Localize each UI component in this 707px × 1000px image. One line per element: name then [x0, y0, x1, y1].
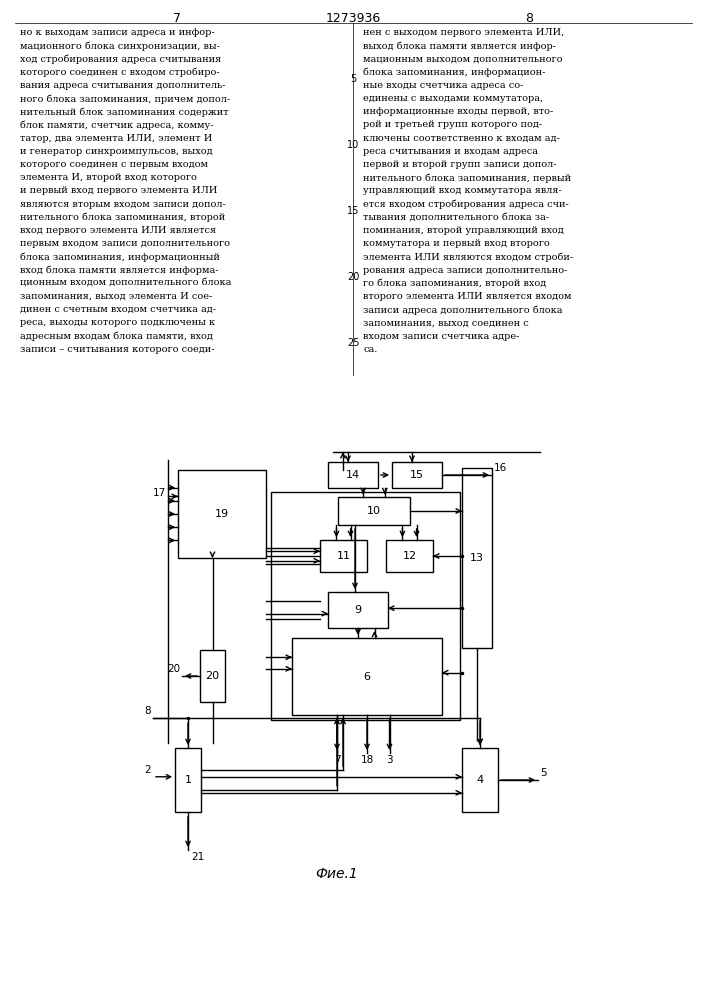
Text: вход первого элемента ИЛИ является: вход первого элемента ИЛИ является — [20, 226, 216, 235]
Text: первым входом записи дополнительного: первым входом записи дополнительного — [20, 239, 230, 248]
Text: 17: 17 — [153, 488, 166, 498]
Text: адресным входам блока памяти, вход: адресным входам блока памяти, вход — [20, 332, 213, 341]
Text: вания адреса считывания дополнитель-: вания адреса считывания дополнитель- — [20, 81, 226, 90]
Text: блока запоминания, информацион-: блока запоминания, информацион- — [363, 68, 545, 77]
Text: 1: 1 — [185, 775, 192, 785]
Text: нен с выходом первого элемента ИЛИ,: нен с выходом первого элемента ИЛИ, — [363, 28, 564, 37]
Text: вход блока памяти является информа-: вход блока памяти является информа- — [20, 266, 218, 275]
Text: элемента И, второй вход которого: элемента И, второй вход которого — [20, 173, 197, 182]
Bar — [271, 492, 460, 720]
Bar — [338, 497, 410, 525]
Text: 20: 20 — [347, 272, 359, 282]
Text: реса считывания и входам адреса: реса считывания и входам адреса — [363, 147, 538, 156]
Text: мационного блока синхронизации, вы-: мационного блока синхронизации, вы- — [20, 41, 220, 51]
Text: рования адреса записи дополнительно-: рования адреса записи дополнительно- — [363, 266, 568, 275]
Text: 16: 16 — [494, 463, 507, 473]
Bar — [386, 540, 433, 572]
Text: 10: 10 — [367, 506, 381, 516]
Text: входом записи счетчика адре-: входом записи счетчика адре- — [363, 332, 520, 341]
Text: информационные входы первой, вто-: информационные входы первой, вто- — [363, 107, 554, 116]
Text: 20: 20 — [167, 664, 180, 674]
Text: которого соединен с входом стробиро-: которого соединен с входом стробиро- — [20, 68, 220, 77]
Text: нительного блока запоминания, второй: нительного блока запоминания, второй — [20, 213, 226, 222]
Text: нительного блока запоминания, первый: нительного блока запоминания, первый — [363, 173, 571, 183]
Text: мационным выходом дополнительного: мационным выходом дополнительного — [363, 54, 563, 63]
Bar — [200, 650, 225, 702]
Text: тывания дополнительного блока за-: тывания дополнительного блока за- — [363, 213, 549, 222]
Text: 15: 15 — [347, 206, 359, 216]
Text: 20: 20 — [206, 671, 220, 681]
Text: 7: 7 — [334, 755, 340, 765]
Text: татор, два элемента ИЛИ, элемент И: татор, два элемента ИЛИ, элемент И — [20, 134, 212, 143]
Text: Фие.1: Фие.1 — [315, 867, 358, 881]
Text: ные входы счетчика адреса со-: ные входы счетчика адреса со- — [363, 81, 523, 90]
Text: выход блока памяти является инфор-: выход блока памяти является инфор- — [363, 41, 556, 51]
Text: 7: 7 — [173, 12, 180, 25]
Text: 9: 9 — [354, 605, 361, 615]
Text: 2: 2 — [144, 765, 151, 775]
Text: и первый вход первого элемента ИЛИ: и первый вход первого элемента ИЛИ — [20, 186, 217, 195]
Bar — [462, 748, 498, 812]
Text: 4: 4 — [477, 775, 484, 785]
Bar — [320, 540, 367, 572]
Text: блок памяти, счетчик адреса, комму-: блок памяти, счетчик адреса, комму- — [20, 120, 214, 130]
Text: 5: 5 — [540, 768, 547, 778]
Text: записи – считывания которого соеди-: записи – считывания которого соеди- — [20, 345, 214, 354]
Text: записи адреса дополнительного блока: записи адреса дополнительного блока — [363, 305, 563, 315]
Text: запоминания, выход элемента И сое-: запоминания, выход элемента И сое- — [20, 292, 212, 301]
Text: поминания, второй управляющий вход: поминания, второй управляющий вход — [363, 226, 563, 235]
Text: го блока запоминания, второй вход: го блока запоминания, второй вход — [363, 279, 547, 288]
Text: являются вторым входом записи допол-: являются вторым входом записи допол- — [20, 200, 226, 209]
Text: рой и третьей групп которого под-: рой и третьей групп которого под- — [363, 120, 542, 129]
Text: 14: 14 — [346, 470, 360, 480]
Text: и генератор синхроимпульсов, выход: и генератор синхроимпульсов, выход — [20, 147, 213, 156]
Bar — [392, 462, 442, 488]
Bar — [178, 470, 266, 558]
Text: 5: 5 — [350, 74, 356, 84]
Text: ход стробирования адреса считывания: ход стробирования адреса считывания — [20, 54, 221, 64]
Text: са.: са. — [363, 345, 378, 354]
Text: 25: 25 — [346, 338, 359, 348]
Bar — [462, 468, 492, 648]
Text: второго элемента ИЛИ является входом: второго элемента ИЛИ является входом — [363, 292, 571, 301]
Text: которого соединен с первым входом: которого соединен с первым входом — [20, 160, 208, 169]
Text: 15: 15 — [410, 470, 424, 480]
Text: 21: 21 — [191, 852, 204, 862]
Text: 18: 18 — [361, 755, 373, 765]
Bar — [175, 748, 201, 812]
Text: ного блока запоминания, причем допол-: ного блока запоминания, причем допол- — [20, 94, 230, 104]
Text: 1273936: 1273936 — [325, 12, 380, 25]
Text: запоминания, выход соединен с: запоминания, выход соединен с — [363, 318, 529, 327]
Text: 19: 19 — [215, 509, 229, 519]
Text: первой и второй групп записи допол-: первой и второй групп записи допол- — [363, 160, 556, 169]
Text: 13: 13 — [470, 553, 484, 563]
Text: нительный блок запоминания содержит: нительный блок запоминания содержит — [20, 107, 228, 117]
Text: элемента ИЛИ являются входом строби-: элемента ИЛИ являются входом строби- — [363, 252, 573, 262]
Text: коммутатора и первый вход второго: коммутатора и первый вход второго — [363, 239, 550, 248]
Text: реса, выходы которого подключены к: реса, выходы которого подключены к — [20, 318, 215, 327]
Text: 8: 8 — [144, 706, 151, 716]
Bar — [328, 592, 388, 628]
Bar — [328, 462, 378, 488]
Text: блока запоминания, информационный: блока запоминания, информационный — [20, 252, 220, 262]
Text: ется входом стробирования адреса счи-: ется входом стробирования адреса счи- — [363, 200, 568, 209]
Text: единены с выходами коммутатора,: единены с выходами коммутатора, — [363, 94, 543, 103]
Text: ключены соответственно к входам ад-: ключены соответственно к входам ад- — [363, 134, 560, 143]
Text: 12: 12 — [402, 551, 416, 561]
Bar — [292, 638, 442, 715]
Text: 11: 11 — [337, 551, 351, 561]
Text: ционным входом дополнительного блока: ционным входом дополнительного блока — [20, 279, 231, 288]
Text: 3: 3 — [386, 755, 393, 765]
Text: 10: 10 — [347, 140, 359, 150]
Text: но к выходам записи адреса и инфор-: но к выходам записи адреса и инфор- — [20, 28, 215, 37]
Text: управляющий вход коммутатора явля-: управляющий вход коммутатора явля- — [363, 186, 562, 195]
Text: динен с счетным входом счетчика ад-: динен с счетным входом счетчика ад- — [20, 305, 216, 314]
Text: 8: 8 — [525, 12, 534, 25]
Text: 6: 6 — [363, 672, 370, 682]
